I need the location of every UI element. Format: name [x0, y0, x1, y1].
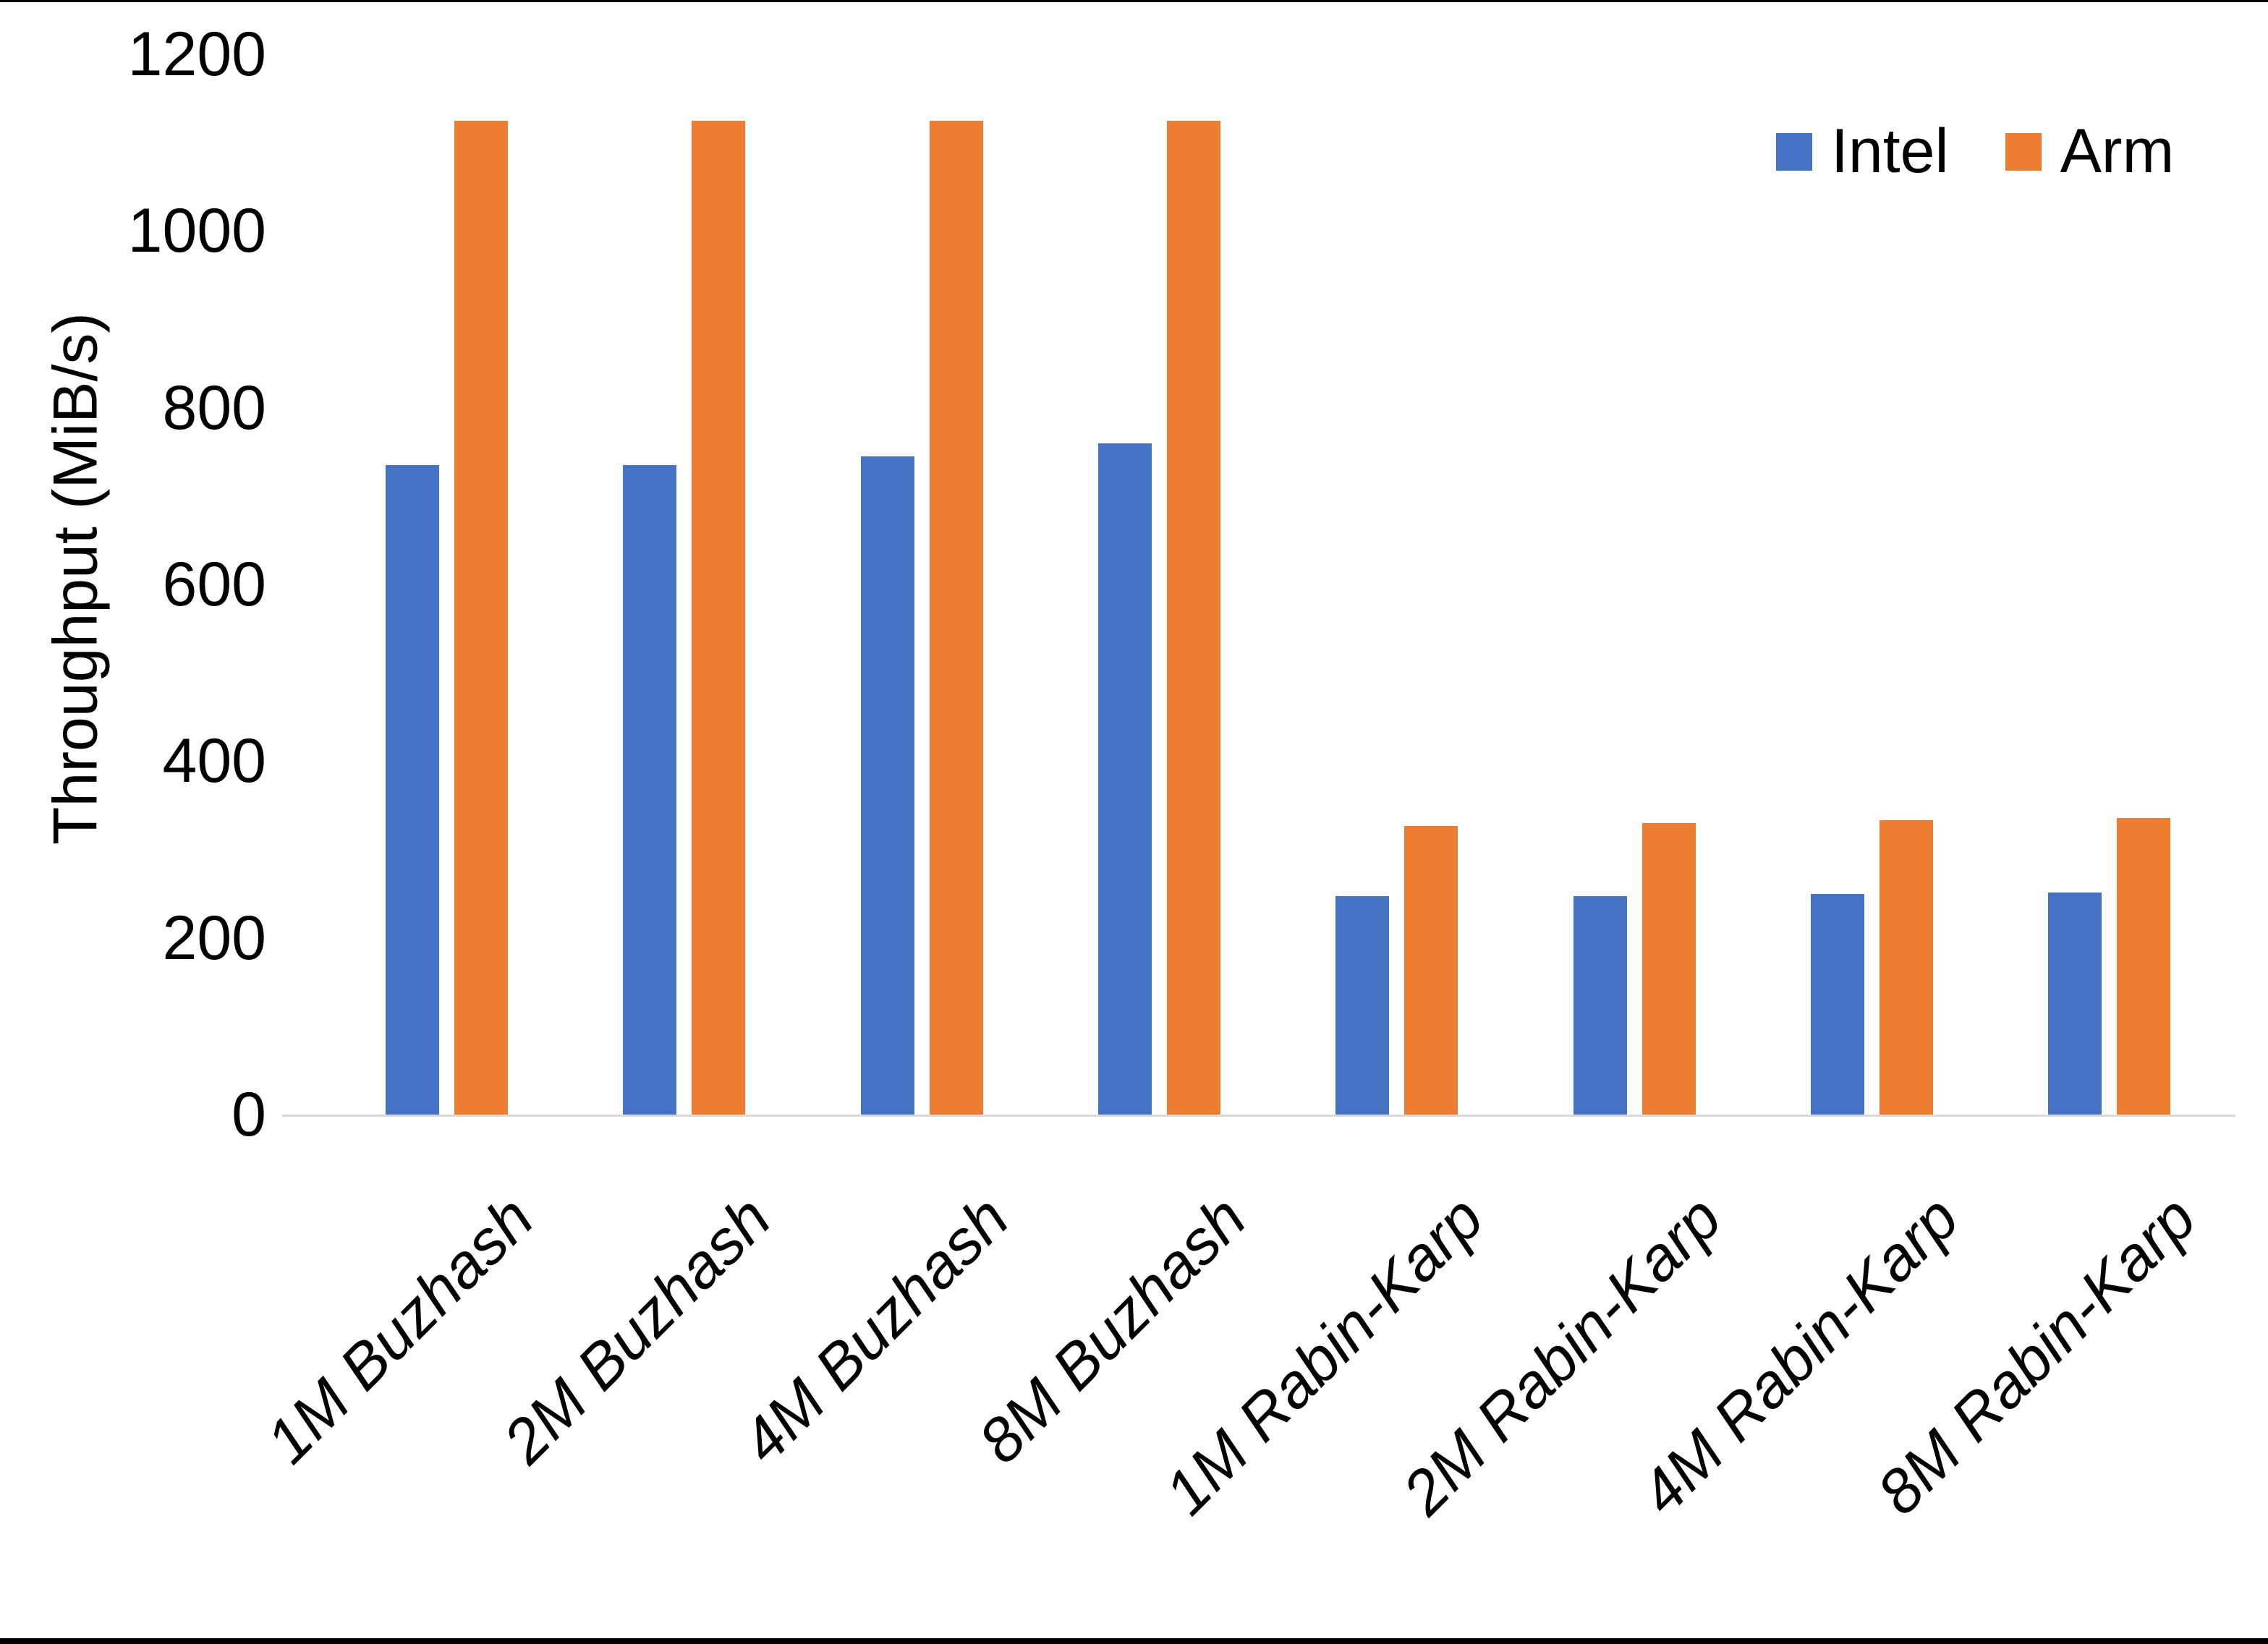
bar-arm-1m-rabin-karp	[1404, 825, 1458, 1115]
legend-label: Arm	[2060, 116, 2175, 186]
top-border	[0, 0, 2268, 2]
bar-intel-2m-buzhash	[623, 465, 677, 1115]
legend-label: Intel	[1831, 116, 1949, 186]
y-tick-label: 1000	[127, 196, 266, 266]
legend-item-intel: Intel	[1776, 116, 1949, 187]
bar-arm-8m-rabin-karp	[2117, 817, 2171, 1115]
bar-intel-4m-rabin-karp	[1810, 893, 1864, 1115]
x-axis-line	[282, 1115, 2235, 1117]
bar-arm-2m-buzhash	[692, 120, 746, 1115]
bar-intel-2m-rabin-karp	[1573, 896, 1627, 1115]
legend: Intel Arm	[1776, 116, 2174, 187]
bar-intel-8m-buzhash	[1097, 443, 1152, 1115]
legend-swatch-icon	[2005, 132, 2042, 171]
bar-arm-1m-buzhash	[454, 120, 508, 1115]
bar-arm-2m-rabin-karp	[1641, 822, 1696, 1115]
bar-arm-4m-rabin-karp	[1879, 820, 1933, 1115]
y-tick-label: 200	[162, 903, 267, 973]
bar-intel-1m-buzhash	[386, 465, 439, 1115]
y-tick-label: 800	[162, 372, 267, 443]
y-tick-label: 400	[162, 726, 267, 796]
bar-arm-4m-buzhash	[929, 120, 983, 1115]
legend-swatch-icon	[1776, 132, 1812, 171]
legend-item-arm: Arm	[2005, 116, 2175, 187]
y-tick-label: 0	[232, 1080, 266, 1149]
bottom-border	[0, 1638, 2268, 1644]
bar-arm-8m-buzhash	[1166, 120, 1220, 1115]
y-tick-label: 1200	[127, 20, 266, 89]
bar-intel-8m-rabin-karp	[2048, 893, 2102, 1115]
y-axis-tick-labels: 0 200 400 600 800 1000 1200	[0, 0, 266, 1644]
bar-intel-1m-rabin-karp	[1335, 896, 1390, 1115]
bar-intel-4m-buzhash	[860, 456, 914, 1115]
y-tick-label: 600	[162, 550, 267, 619]
